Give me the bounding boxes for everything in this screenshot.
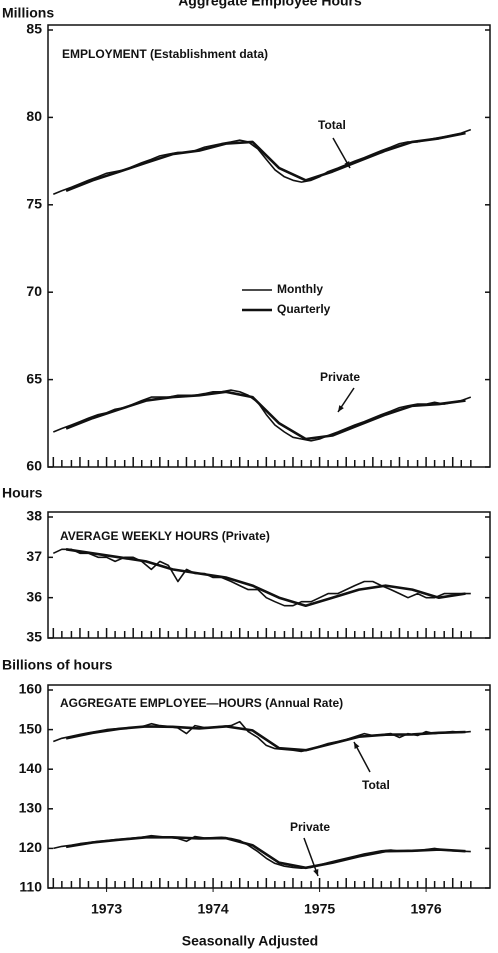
plot-frame [47,24,491,468]
x-tick-label: 1973 [91,901,122,917]
y-tick-label: 85 [26,21,42,37]
series-line [65,548,466,607]
annotation: Total [318,118,346,132]
series-line [65,725,466,752]
annotation: Total [362,778,390,792]
y-axis-label: Billions of hours [2,657,113,673]
x-tick-label: 1975 [304,901,335,917]
y-tick-label: 110 [19,879,42,895]
arrow-head [354,742,360,749]
series-line [65,131,466,193]
annotation: Private [320,370,360,384]
arrow-head [344,161,350,168]
y-tick-label: 60 [26,458,42,474]
plot-frame [47,684,491,889]
y-tick-label: 120 [19,839,43,855]
y-tick-label: 70 [26,283,42,299]
legend-label: Quarterly [277,302,331,316]
y-tick-label: 38 [26,508,42,524]
y-axis-label: Hours [2,485,43,501]
annotation: EMPLOYMENT (Establishment data) [62,47,268,61]
footer: Seasonally Adjusted [182,933,318,949]
y-tick-label: 35 [26,629,42,645]
x-tick-label: 1976 [411,901,442,917]
legend-label: Monthly [277,282,323,296]
series-line [52,389,472,442]
series-line [65,836,466,870]
annotation: AVERAGE WEEKLY HOURS (Private) [60,529,270,543]
y-tick-label: 160 [19,681,43,697]
y-tick-label: 65 [26,370,42,386]
y-tick-label: 140 [19,760,43,776]
arrow-shaft [303,837,319,877]
series-line [65,390,466,441]
annotation: Private [290,820,330,834]
arrow-head [338,405,344,412]
x-tick-label: 1974 [198,901,229,917]
y-tick-label: 80 [26,108,42,124]
chart-title: Aggregate Employee Hours [178,0,362,9]
series-line [52,128,472,196]
y-axis-label: Millions [2,5,54,21]
y-tick-label: 36 [26,588,42,604]
y-tick-label: 37 [26,548,42,564]
annotation: AGGREGATE EMPLOYEE—HOURS (Annual Rate) [60,696,343,710]
y-tick-label: 75 [26,196,42,212]
y-tick-label: 150 [19,720,43,736]
arrow-head [313,869,319,876]
y-tick-label: 130 [19,800,43,816]
plot-frame [47,511,491,639]
